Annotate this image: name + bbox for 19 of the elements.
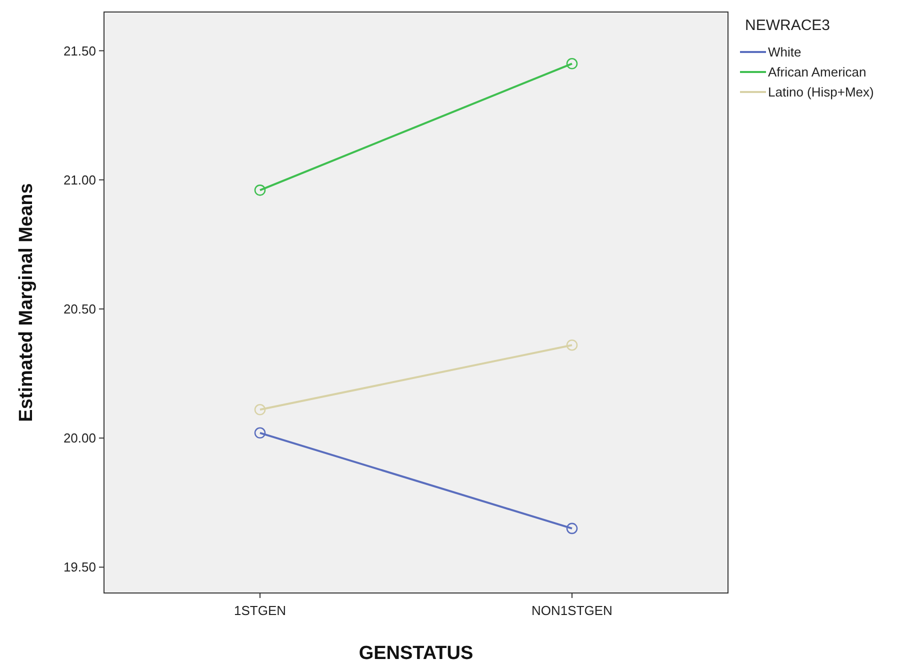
legend-title: NEWRACE3 [745,17,830,34]
point [254,427,266,439]
point [566,522,578,534]
point [254,404,266,416]
legend-label: White [768,44,802,60]
legend-label: Latino (Hisp+Mex) [768,84,874,100]
legend-label: African American [768,64,866,80]
x-tick-label: 1STGEN [234,603,286,618]
y-tick-label: 21.00 [63,172,96,188]
y-tick-label: 20.00 [63,430,96,446]
y-tick-label: 19.50 [63,560,96,575]
y-tick-label: 20.50 [63,302,96,317]
y-tick-label: 21.50 [63,43,96,58]
point [254,184,266,196]
y-axis-title: Estimated Marginal Means [16,183,37,422]
point [566,339,578,351]
point [566,58,578,70]
x-axis-title: GENSTATUS [358,643,474,664]
x-tick-label: NON1STGEN [532,603,612,618]
